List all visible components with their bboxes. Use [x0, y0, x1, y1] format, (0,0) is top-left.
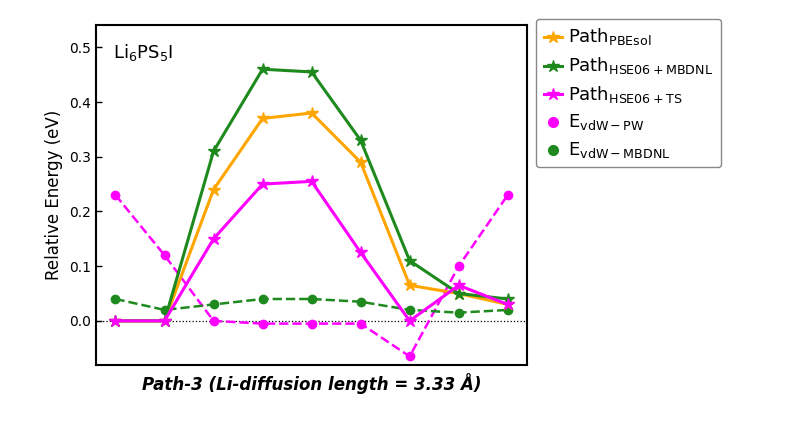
- X-axis label: Path-3 (Li-diffusion length = 3.33 Å): Path-3 (Li-diffusion length = 3.33 Å): [142, 373, 481, 394]
- Y-axis label: Relative Energy (eV): Relative Energy (eV): [46, 110, 63, 280]
- Legend: Path$_{\mathsf{PBEsol}}$, Path$_{\mathsf{HSE06+MBDNL}}$, Path$_{\mathsf{HSE06+TS: Path$_{\mathsf{PBEsol}}$, Path$_{\mathsf…: [536, 19, 721, 167]
- Text: Li$_6$PS$_5$I: Li$_6$PS$_5$I: [113, 42, 173, 64]
